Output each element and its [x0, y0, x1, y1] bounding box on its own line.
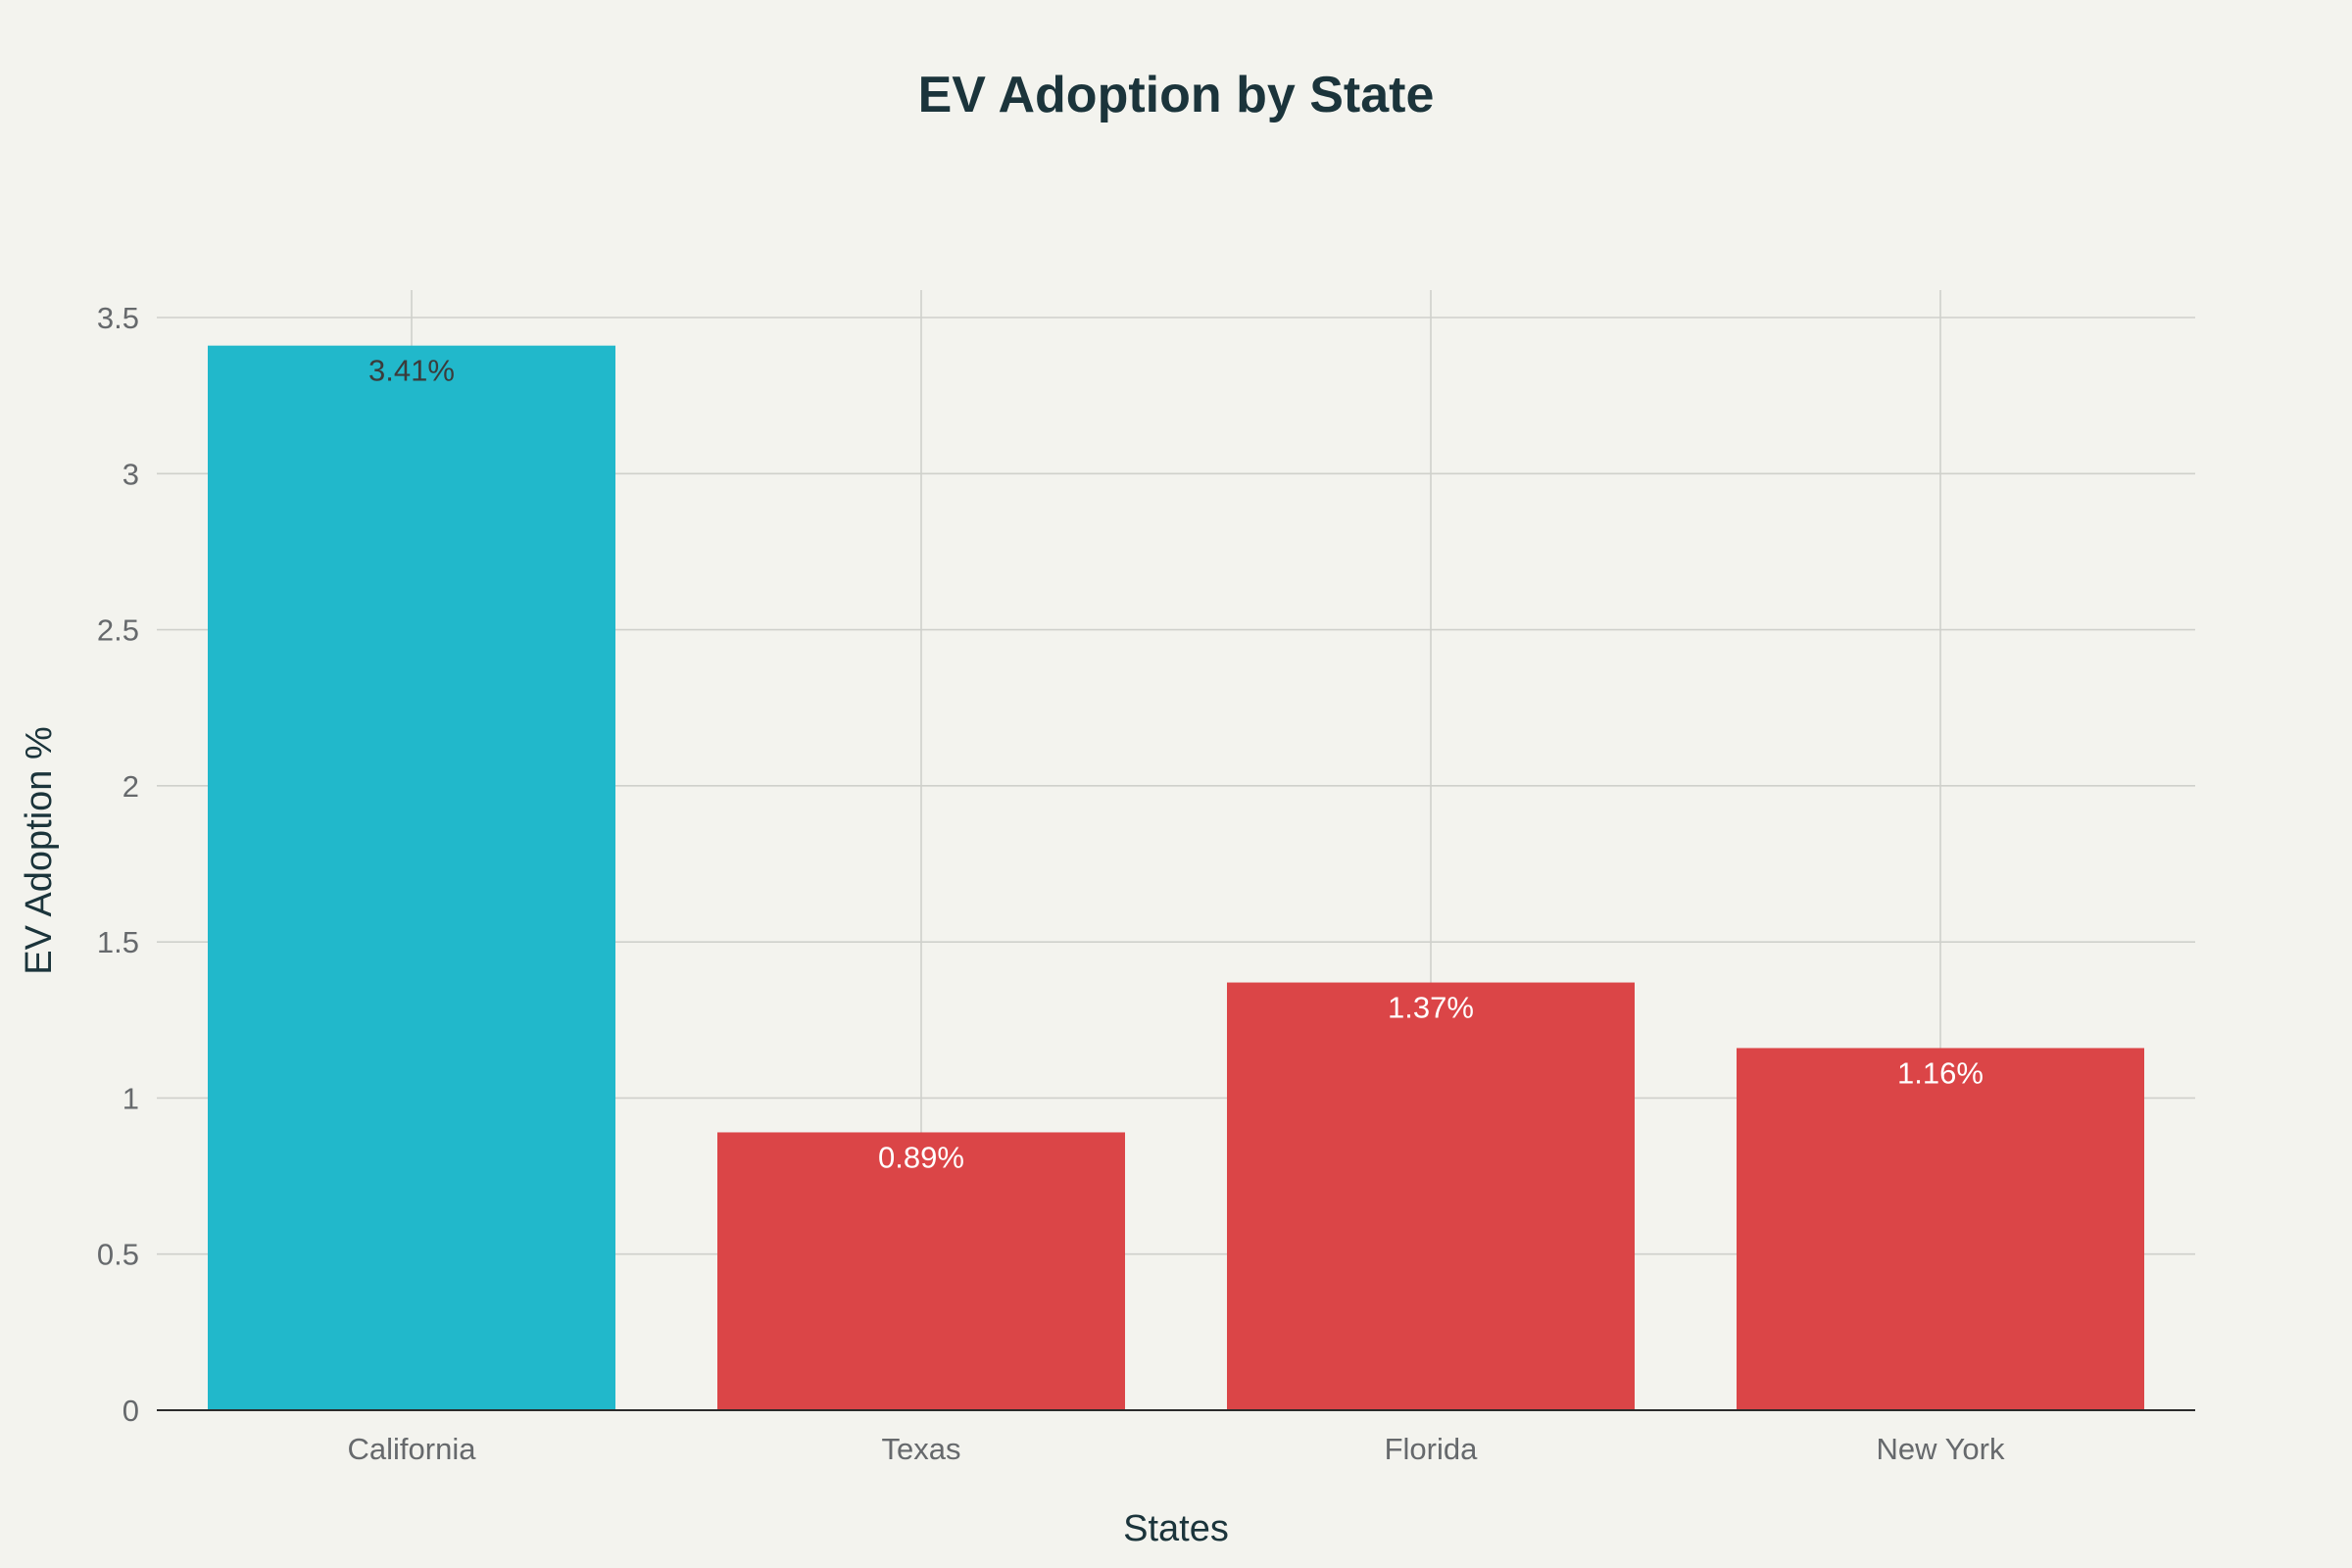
- x-tick-label: New York: [1877, 1432, 2005, 1466]
- bar-florida: [1227, 982, 1635, 1410]
- bar-texas: [717, 1132, 1125, 1410]
- axes: 0 0.5 1 1.5 2 2.5 3 3.5 California Texas Florida Ne…: [97, 301, 2195, 1466]
- y-tick-label: 3: [122, 457, 139, 491]
- y-tick-label: 3.5: [97, 301, 139, 335]
- bar-california: [208, 345, 615, 1411]
- x-tick-label: Texas: [882, 1432, 961, 1466]
- y-tick-label: 2: [122, 769, 139, 804]
- data-label: 3.41%: [368, 354, 455, 388]
- y-axis-title: EV Adoption %: [19, 726, 60, 975]
- y-tick-label: 1.5: [97, 925, 139, 959]
- y-tick-label: 0.5: [97, 1238, 139, 1272]
- bar-new-york: [1737, 1048, 2144, 1410]
- chart-title: EV Adoption by State: [918, 67, 1435, 123]
- x-axis-title: States: [1123, 1508, 1229, 1549]
- x-tick-label: Florida: [1385, 1432, 1479, 1466]
- y-tick-label: 2.5: [97, 613, 139, 648]
- data-label: 1.37%: [1388, 991, 1474, 1025]
- data-label: 1.16%: [1897, 1055, 1984, 1090]
- bars: [208, 345, 2144, 1411]
- y-tick-label: 0: [122, 1394, 139, 1428]
- y-tick-label: 1: [122, 1081, 139, 1115]
- x-tick-label: California: [348, 1432, 477, 1466]
- data-labels: 3.41% 0.89% 1.37% 1.16%: [368, 354, 1984, 1175]
- data-label: 0.89%: [878, 1140, 964, 1174]
